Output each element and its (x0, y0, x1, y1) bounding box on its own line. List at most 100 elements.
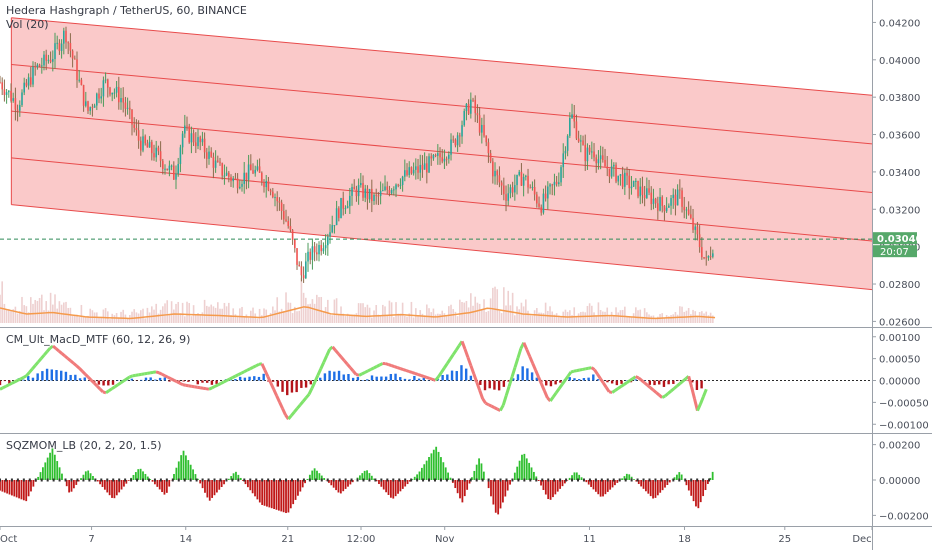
macd-histogram-bar (0, 380, 2, 386)
sqzmom-bar (478, 458, 480, 480)
macd-histogram-bar (408, 379, 411, 381)
volume-bar (338, 313, 340, 323)
volume-bar (474, 296, 477, 323)
candle-body (342, 198, 345, 209)
candle-body (140, 140, 142, 151)
candle-body (492, 161, 494, 177)
volume-bar (390, 302, 393, 323)
squeeze-dot (648, 478, 651, 482)
macd-line-segment (78, 367, 84, 373)
candle-body (113, 92, 116, 94)
sqzmom-bar (125, 480, 128, 484)
volume-bar (668, 316, 670, 323)
sqzmom-bar (182, 450, 185, 480)
squeeze-dot (16, 478, 19, 482)
volume-bar (443, 313, 446, 323)
sqzmom-bar (18, 480, 20, 499)
sqzmom-bar (456, 480, 459, 494)
volume-bar (672, 314, 675, 323)
macd-histogram-bar (281, 380, 284, 392)
sqzmom-bar (287, 480, 290, 513)
volume-bar (401, 302, 404, 323)
sqzmom-bar (370, 475, 373, 480)
candle-body (96, 93, 98, 106)
sqzmom-bar (96, 480, 99, 482)
volume-bar (63, 302, 65, 323)
macd-line-segment (66, 357, 72, 362)
sqzmom-bar (399, 480, 402, 492)
macd-histogram-bar (497, 380, 501, 391)
macd-line-segment (367, 368, 372, 373)
sqzmom-bar (695, 480, 697, 507)
squeeze-dot (34, 478, 37, 482)
squeeze-dot (82, 478, 85, 482)
sqzmom-bar (53, 454, 56, 480)
macd-line-segment (408, 370, 413, 374)
volume-bar (421, 313, 424, 323)
macd-histogram-bar (74, 374, 77, 381)
macd-histogram-bar (347, 374, 350, 381)
candle-body (641, 186, 644, 196)
volume-bar (597, 302, 600, 323)
price-tick-label: 0.04200 (879, 18, 920, 29)
candle-body (650, 192, 653, 205)
candle-body (478, 115, 481, 133)
macd-histogram-bar (60, 370, 63, 381)
macd-histogram-bar (22, 379, 25, 381)
candle-body (531, 186, 534, 188)
sqzmom-bar (282, 480, 285, 513)
sqzmom-bar (173, 473, 175, 480)
volume-bar (551, 311, 554, 323)
volume-bar (549, 306, 551, 323)
candle-body (199, 137, 202, 143)
volume-bar (494, 286, 496, 323)
channel-bottom-line (11, 204, 873, 291)
candle-body (41, 65, 43, 67)
candle-body (417, 166, 419, 173)
macd-line-segment (655, 391, 661, 397)
macd-line-segment (60, 352, 66, 358)
volume-bar (269, 312, 272, 323)
macd-line-segment (11, 380, 16, 385)
squeeze-dot (523, 478, 526, 482)
candle-body (162, 160, 164, 169)
candle-body (23, 82, 26, 93)
sqzmom-bar (285, 480, 287, 514)
sqzmom-bar (532, 471, 535, 480)
macd-line-segment (40, 354, 46, 360)
sqzmom-bar (6, 480, 9, 494)
macd-tick-label: 0.00050 (879, 355, 920, 366)
candle-body (210, 151, 213, 157)
macd-line-segment (687, 375, 694, 388)
candle-body (712, 253, 714, 257)
candle-body (593, 151, 595, 158)
candle-body (236, 178, 239, 189)
sqzmom-bar (108, 480, 111, 496)
squeeze-dot (380, 478, 383, 482)
volume-bar (639, 309, 642, 323)
macd-line-segment (390, 364, 395, 368)
macd-line-segment (388, 363, 392, 368)
sqzmom-bar (409, 480, 411, 482)
macd-line-segment (16, 377, 22, 382)
candle-body (197, 137, 199, 147)
sqzmom-bar (609, 480, 612, 490)
sqzmom-bar (49, 452, 51, 480)
squeeze-dot (410, 478, 413, 482)
candle-body (434, 155, 437, 157)
macd-line-segment (307, 387, 314, 395)
candle-body (131, 109, 133, 125)
candle-body (542, 193, 545, 213)
sqzmom-bar (297, 480, 299, 496)
macd-line-segment (443, 362, 449, 369)
candle-body (276, 197, 279, 202)
candle-body (419, 164, 422, 173)
sqzmom-bar (192, 469, 194, 480)
macd-histogram-bar (502, 380, 506, 387)
candle-body (463, 111, 466, 126)
candle-body (322, 248, 325, 252)
candle-body (85, 101, 87, 106)
candle-body (148, 141, 151, 148)
macd-line-segment (102, 390, 107, 395)
